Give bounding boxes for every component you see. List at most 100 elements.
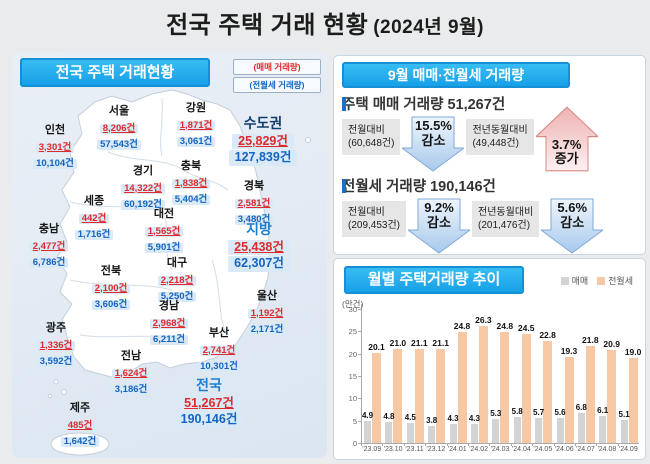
bar-label-rent: 20.9 <box>603 338 620 349</box>
rent-value: 3,592건 <box>36 357 76 368</box>
rent-value: 57,543건 <box>97 140 141 151</box>
sale-value-row: 1,192건 <box>233 304 301 321</box>
bar-label-sale: 5.8 <box>511 407 523 417</box>
x-tick-label: '23.12 <box>426 446 446 453</box>
rent-value: 62,307건 <box>228 256 290 272</box>
x-tick-mark <box>553 443 555 446</box>
bar-rent <box>372 353 381 443</box>
x-tick-mark <box>489 443 491 446</box>
bar-label-sale: 4.9 <box>361 411 374 421</box>
legend-swatch <box>597 276 606 285</box>
sale-value: 1,871건 <box>176 120 216 131</box>
rent-value: 5,901건 <box>144 243 184 254</box>
region-name: 부산 <box>208 327 230 339</box>
rent-value-row: 5,404건 <box>157 190 225 207</box>
unit-label: (만건) <box>342 299 364 309</box>
sale-value: 25,829건 <box>232 133 294 149</box>
up-arrow-shape <box>535 106 598 172</box>
region-name: 서울 <box>108 105 130 117</box>
page-title-main: 전국 주택 거래 현황 <box>166 12 369 39</box>
bar-label-rent: 24.5 <box>517 322 535 333</box>
arrow-direction: 감소 <box>560 214 585 230</box>
region-jeonnam: 전남 1,624건 3,186건 <box>97 350 165 397</box>
bar-rent <box>585 345 595 443</box>
y-tick-label: 25 <box>348 327 357 337</box>
page-title-date: (2024년 9월) <box>373 17 484 38</box>
region-daejeon: 대전 1,565건 5,901건 <box>130 208 198 255</box>
bar-label-sale: 4.5 <box>404 412 416 422</box>
rent-value: 3,606건 <box>91 300 131 311</box>
page-title: 전국 주택 거래 현황 (2024년 9월) <box>0 5 650 40</box>
rent-value-row: 3,606건 <box>77 295 145 312</box>
base-count: (209,453건) <box>348 220 401 231</box>
region-sudogwon: 수도권 25,829건 127,839건 <box>217 116 309 166</box>
x-tick-label: '24.07 <box>576 446 595 453</box>
rent-value-row: 62,307건 <box>213 255 305 272</box>
compare-label: 전년동월대비 <box>478 207 534 218</box>
region-name: 강원 <box>185 102 207 114</box>
region-busan: 부산 2,741건 10,301건 <box>185 327 253 374</box>
rent-value-row: 2,171건 <box>233 320 301 337</box>
sale-value-row: 442건 <box>60 209 128 226</box>
stat-heading: 주택 매매 거래량 51,267건 <box>342 93 645 114</box>
bar-label-rent: 24.8 <box>496 321 514 332</box>
map-panel: 전국 주택 거래현황 (매매 거래량) (전월세 거래량) 서울 8,206건 57… <box>12 52 327 458</box>
bar-label-sale: 3.8 <box>426 416 438 425</box>
decrease-arrow: 9.2% 감소 <box>408 198 471 254</box>
region-name: 제주 <box>69 402 91 414</box>
bar-sale <box>577 412 585 443</box>
bar-sale <box>385 421 393 443</box>
region-name: 인천 <box>44 124 66 136</box>
decrease-arrow: 15.5% 감소 <box>402 116 465 172</box>
arrow-direction: 감소 <box>427 214 451 230</box>
region-gyeongnam: 경남 2,968건 6,211건 <box>135 300 203 347</box>
x-tick-label: '24.05 <box>533 446 553 453</box>
x-tick-mark <box>446 443 448 446</box>
bar-rent <box>628 358 638 443</box>
stat-label-box: 전년동월대비 (49,448건) <box>466 119 534 155</box>
rent-value-row: 3,061건 <box>162 132 230 149</box>
region-gyeonggi: 경기 14,322건 60,192건 <box>109 165 177 212</box>
bar-label-sale: 6.1 <box>597 405 609 415</box>
x-tick-label: '24.06 <box>554 446 574 453</box>
rent-value-row: 6,786건 <box>15 253 83 270</box>
region-jeonbuk: 전북 2,100건 3,606건 <box>77 265 145 312</box>
rent-value: 2,171건 <box>247 325 287 336</box>
bar-sale <box>535 417 543 443</box>
sale-value-row: 3,301건 <box>21 138 89 155</box>
rent-value-row: 1,642건 <box>46 432 114 449</box>
bar-rent <box>564 356 574 443</box>
x-tick-label: '23.11 <box>405 446 424 453</box>
rent-value-row: 3,186건 <box>97 380 165 397</box>
bar-rent <box>393 349 403 443</box>
bar-label-rent: 19.3 <box>560 345 578 356</box>
stat-sections: 주택 매매 거래량 51,267건 전월대비 (60,648건) 15.5% 감소 전년동… <box>334 93 645 254</box>
rent-legend-box: (전월세 거래량) <box>233 77 321 93</box>
stat-heading-text: 주택 매매 거래량 51,267건 <box>342 97 506 113</box>
sale-value: 485건 <box>64 420 96 431</box>
rent-value-row: 127,839건 <box>217 149 309 166</box>
rent-value: 5,250건 <box>157 292 197 303</box>
sale-value-row: 485건 <box>46 416 114 433</box>
x-tick-mark <box>467 443 469 446</box>
x-tick-label: '24.03 <box>490 446 510 453</box>
y-tick-label: 5 <box>352 416 357 426</box>
southwest-islets <box>47 379 67 399</box>
bar-label-rent: 22.8 <box>539 330 556 341</box>
bar-rent <box>414 348 424 443</box>
bar-rent <box>543 341 553 443</box>
y-tick-mark <box>358 376 361 377</box>
sale-value-row: 2,581건 <box>220 194 288 211</box>
rent-value-row: 1,716건 <box>60 225 128 242</box>
stat-heading: 전월세 거래량 190,146건 <box>342 175 645 196</box>
arrow-percent: 3.7% <box>551 136 582 152</box>
region-name: 충남 <box>38 223 60 235</box>
region-name: 경북 <box>243 180 265 192</box>
bar-sale <box>513 417 521 443</box>
rent-value: 1,642건 <box>60 437 100 448</box>
region-gyeongbuk: 경북 2,581건 3,480건 <box>220 180 288 227</box>
sale-value: 1,838건 <box>171 178 211 189</box>
bar-sale <box>620 420 628 443</box>
arrow-text: 3.7% 증가 <box>536 136 598 167</box>
